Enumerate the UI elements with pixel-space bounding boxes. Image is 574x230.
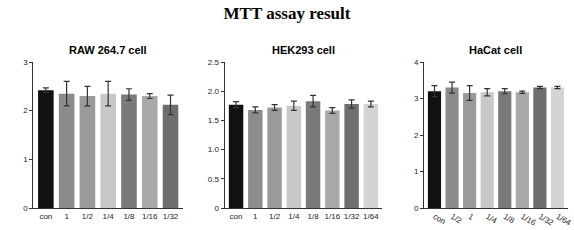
svg-text:1: 1 bbox=[253, 212, 258, 221]
svg-text:0.5: 0.5 bbox=[208, 175, 220, 184]
svg-text:0: 0 bbox=[23, 204, 28, 213]
svg-text:1/8: 1/8 bbox=[123, 212, 135, 221]
svg-text:con: con bbox=[432, 212, 448, 226]
svg-text:3: 3 bbox=[23, 58, 28, 67]
svg-text:1/32: 1/32 bbox=[344, 212, 360, 221]
svg-text:1: 1 bbox=[64, 212, 69, 221]
svg-text:3: 3 bbox=[414, 94, 419, 103]
svg-text:1/64: 1/64 bbox=[363, 212, 379, 221]
svg-text:1.0: 1.0 bbox=[208, 145, 220, 154]
svg-text:1/16: 1/16 bbox=[519, 212, 537, 228]
svg-text:con: con bbox=[230, 212, 243, 221]
svg-text:1/32: 1/32 bbox=[163, 212, 179, 221]
svg-text:1: 1 bbox=[467, 212, 476, 222]
svg-text:1/2: 1/2 bbox=[269, 212, 281, 221]
svg-text:1/32: 1/32 bbox=[537, 212, 555, 228]
svg-text:2: 2 bbox=[414, 131, 419, 140]
svg-text:1/8: 1/8 bbox=[502, 212, 517, 226]
svg-text:1/4: 1/4 bbox=[288, 212, 300, 221]
svg-text:4: 4 bbox=[414, 58, 419, 67]
svg-text:1/8: 1/8 bbox=[308, 212, 320, 221]
svg-text:con: con bbox=[39, 212, 52, 221]
svg-text:2.5: 2.5 bbox=[208, 58, 220, 67]
svg-text:1/2: 1/2 bbox=[82, 212, 94, 221]
svg-text:1/2: 1/2 bbox=[449, 212, 464, 226]
svg-text:2.0: 2.0 bbox=[208, 87, 220, 96]
svg-text:HaCat cell: HaCat cell bbox=[469, 44, 522, 56]
svg-text:RAW 264.7 cell: RAW 264.7 cell bbox=[69, 44, 147, 56]
svg-text:0: 0 bbox=[414, 204, 419, 213]
svg-text:1/16: 1/16 bbox=[325, 212, 341, 221]
svg-text:1/64: 1/64 bbox=[554, 212, 572, 228]
svg-text:1.5: 1.5 bbox=[208, 116, 220, 125]
svg-text:1/4: 1/4 bbox=[103, 212, 115, 221]
svg-text:1: 1 bbox=[23, 155, 28, 164]
svg-text:0: 0 bbox=[214, 204, 219, 213]
svg-text:HEK293 cell: HEK293 cell bbox=[272, 44, 335, 56]
svg-text:1/16: 1/16 bbox=[142, 212, 158, 221]
svg-text:2: 2 bbox=[23, 106, 28, 115]
svg-text:1/4: 1/4 bbox=[484, 212, 499, 226]
svg-text:MTT assay result: MTT assay result bbox=[224, 4, 351, 23]
svg-text:1: 1 bbox=[414, 167, 419, 176]
